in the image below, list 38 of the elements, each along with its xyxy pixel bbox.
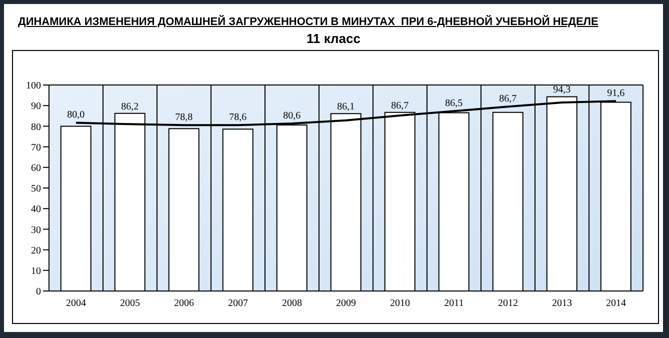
y-tick-label: 50 [31, 184, 41, 195]
x-tick-label: 2008 [282, 298, 302, 310]
data-label: 80,6 [283, 110, 301, 122]
data-label: 86,5 [445, 98, 463, 110]
data-label: 78,6 [229, 112, 247, 124]
y-tick-label: 20 [31, 245, 41, 256]
x-tick-label: 2009 [336, 298, 356, 310]
data-label: 78,8 [175, 112, 193, 124]
data-label: 86,1 [337, 102, 355, 113]
y-tick-label: 10 [31, 266, 41, 277]
x-tick-label: 2013 [552, 298, 572, 310]
y-tick-label: 60 [31, 162, 41, 174]
y-tick-label: 100 [26, 80, 41, 92]
y-tick-label: 30 [31, 224, 41, 236]
data-label: 80,0 [67, 110, 85, 121]
x-tick-label: 2005 [120, 298, 140, 310]
x-tick-label: 2007 [228, 298, 248, 310]
y-tick-label: 0 [36, 286, 41, 298]
x-tick-label: 2004 [66, 298, 86, 310]
y-tick-label: 40 [31, 204, 41, 216]
data-label: 91,6 [607, 88, 625, 100]
chart-subtitle: 11 класс [306, 31, 362, 46]
data-label: 94,3 [553, 84, 571, 96]
x-tick-label: 2014 [606, 298, 626, 310]
y-tick-label: 90 [31, 101, 41, 112]
y-tick-label: 70 [31, 142, 41, 154]
data-label: 86,2 [121, 101, 139, 112]
x-tick-label: 2006 [174, 298, 194, 310]
x-tick-label: 2012 [498, 298, 518, 310]
x-tick-label: 2010 [390, 298, 410, 310]
bar [222, 128, 254, 291]
y-tick-label: 80 [31, 122, 41, 133]
bar [492, 112, 524, 291]
data-label: 86,7 [391, 100, 409, 112]
x-tick-label: 2011 [444, 298, 464, 310]
data-label: 86,7 [499, 94, 517, 105]
chart-title: ДИНАМИКА ИЗМЕНЕНИЯ ДОМАШНЕЙ ЗАГРУЖЕННОСТИ В МИНУТАХ ПРИ 6-ДНЕВНОЙ УЧЕБНОЙ НЕДЕЛЕ [18, 16, 598, 28]
bar [168, 128, 200, 291]
